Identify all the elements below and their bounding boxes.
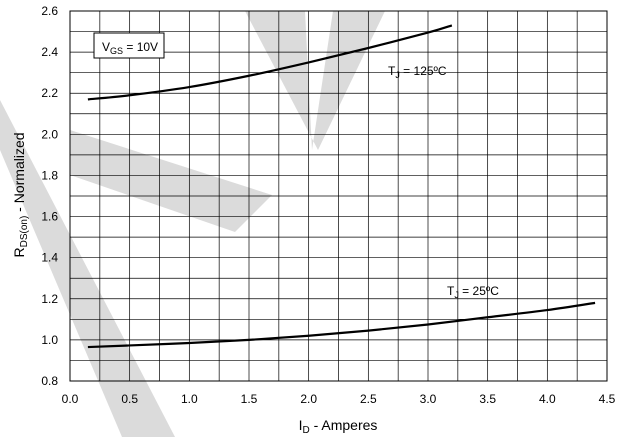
x-tick-label: 0.5	[121, 392, 138, 406]
grid	[70, 11, 607, 381]
y-tick-label: 0.8	[41, 374, 58, 388]
y-tick-label: 1.2	[41, 292, 58, 306]
x-tick-label: 3.0	[420, 392, 437, 406]
y-tick-label: 1.0	[41, 333, 58, 347]
y-tick-label: 2.6	[41, 4, 58, 18]
watermark-band	[70, 130, 272, 232]
x-tick-label: 2.0	[300, 392, 317, 406]
x-tick-label: 4.0	[539, 392, 556, 406]
x-tick-label: 4.5	[599, 392, 616, 406]
series-125c-label: TJ = 125ºC	[388, 64, 447, 80]
watermark-graphic	[0, 11, 385, 437]
x-tick-label: 3.5	[479, 392, 496, 406]
x-axis-label: ID - Amperes	[299, 417, 378, 436]
watermark-stroke-left	[0, 100, 175, 437]
x-tick-labels: 0.0 0.5 1.0 1.5 2.0 2.5 3.0 3.5 4.0 4.5	[62, 392, 616, 406]
legend-box-text: VGS = 10V	[102, 40, 158, 56]
x-tick-label: 2.5	[360, 392, 377, 406]
series-lines	[87, 24, 596, 349]
y-axis-label: RDS(on) - Normalized	[11, 132, 30, 257]
y-tick-labels: 0.8 1.0 1.2 1.4 1.6 1.8 2.0 2.2 2.4 2.6	[41, 4, 58, 388]
x-tick-label: 1.0	[181, 392, 198, 406]
series-line-25c	[87, 301, 596, 349]
y-tick-label: 1.8	[41, 168, 58, 182]
series-25c-label: TJ = 25ºC	[447, 284, 499, 300]
y-tick-label: 1.4	[41, 251, 58, 265]
series-line-125c	[87, 24, 453, 101]
watermark-v	[245, 11, 385, 150]
y-tick-label: 2.4	[41, 45, 58, 59]
plot-area-border	[69, 10, 608, 382]
x-tick-label: 1.5	[241, 392, 258, 406]
y-tick-label: 2.2	[41, 86, 58, 100]
legend-box	[93, 32, 165, 59]
y-tick-label: 1.6	[41, 210, 58, 224]
y-tick-label: 2.0	[41, 127, 58, 141]
x-tick-label: 0.0	[62, 392, 79, 406]
